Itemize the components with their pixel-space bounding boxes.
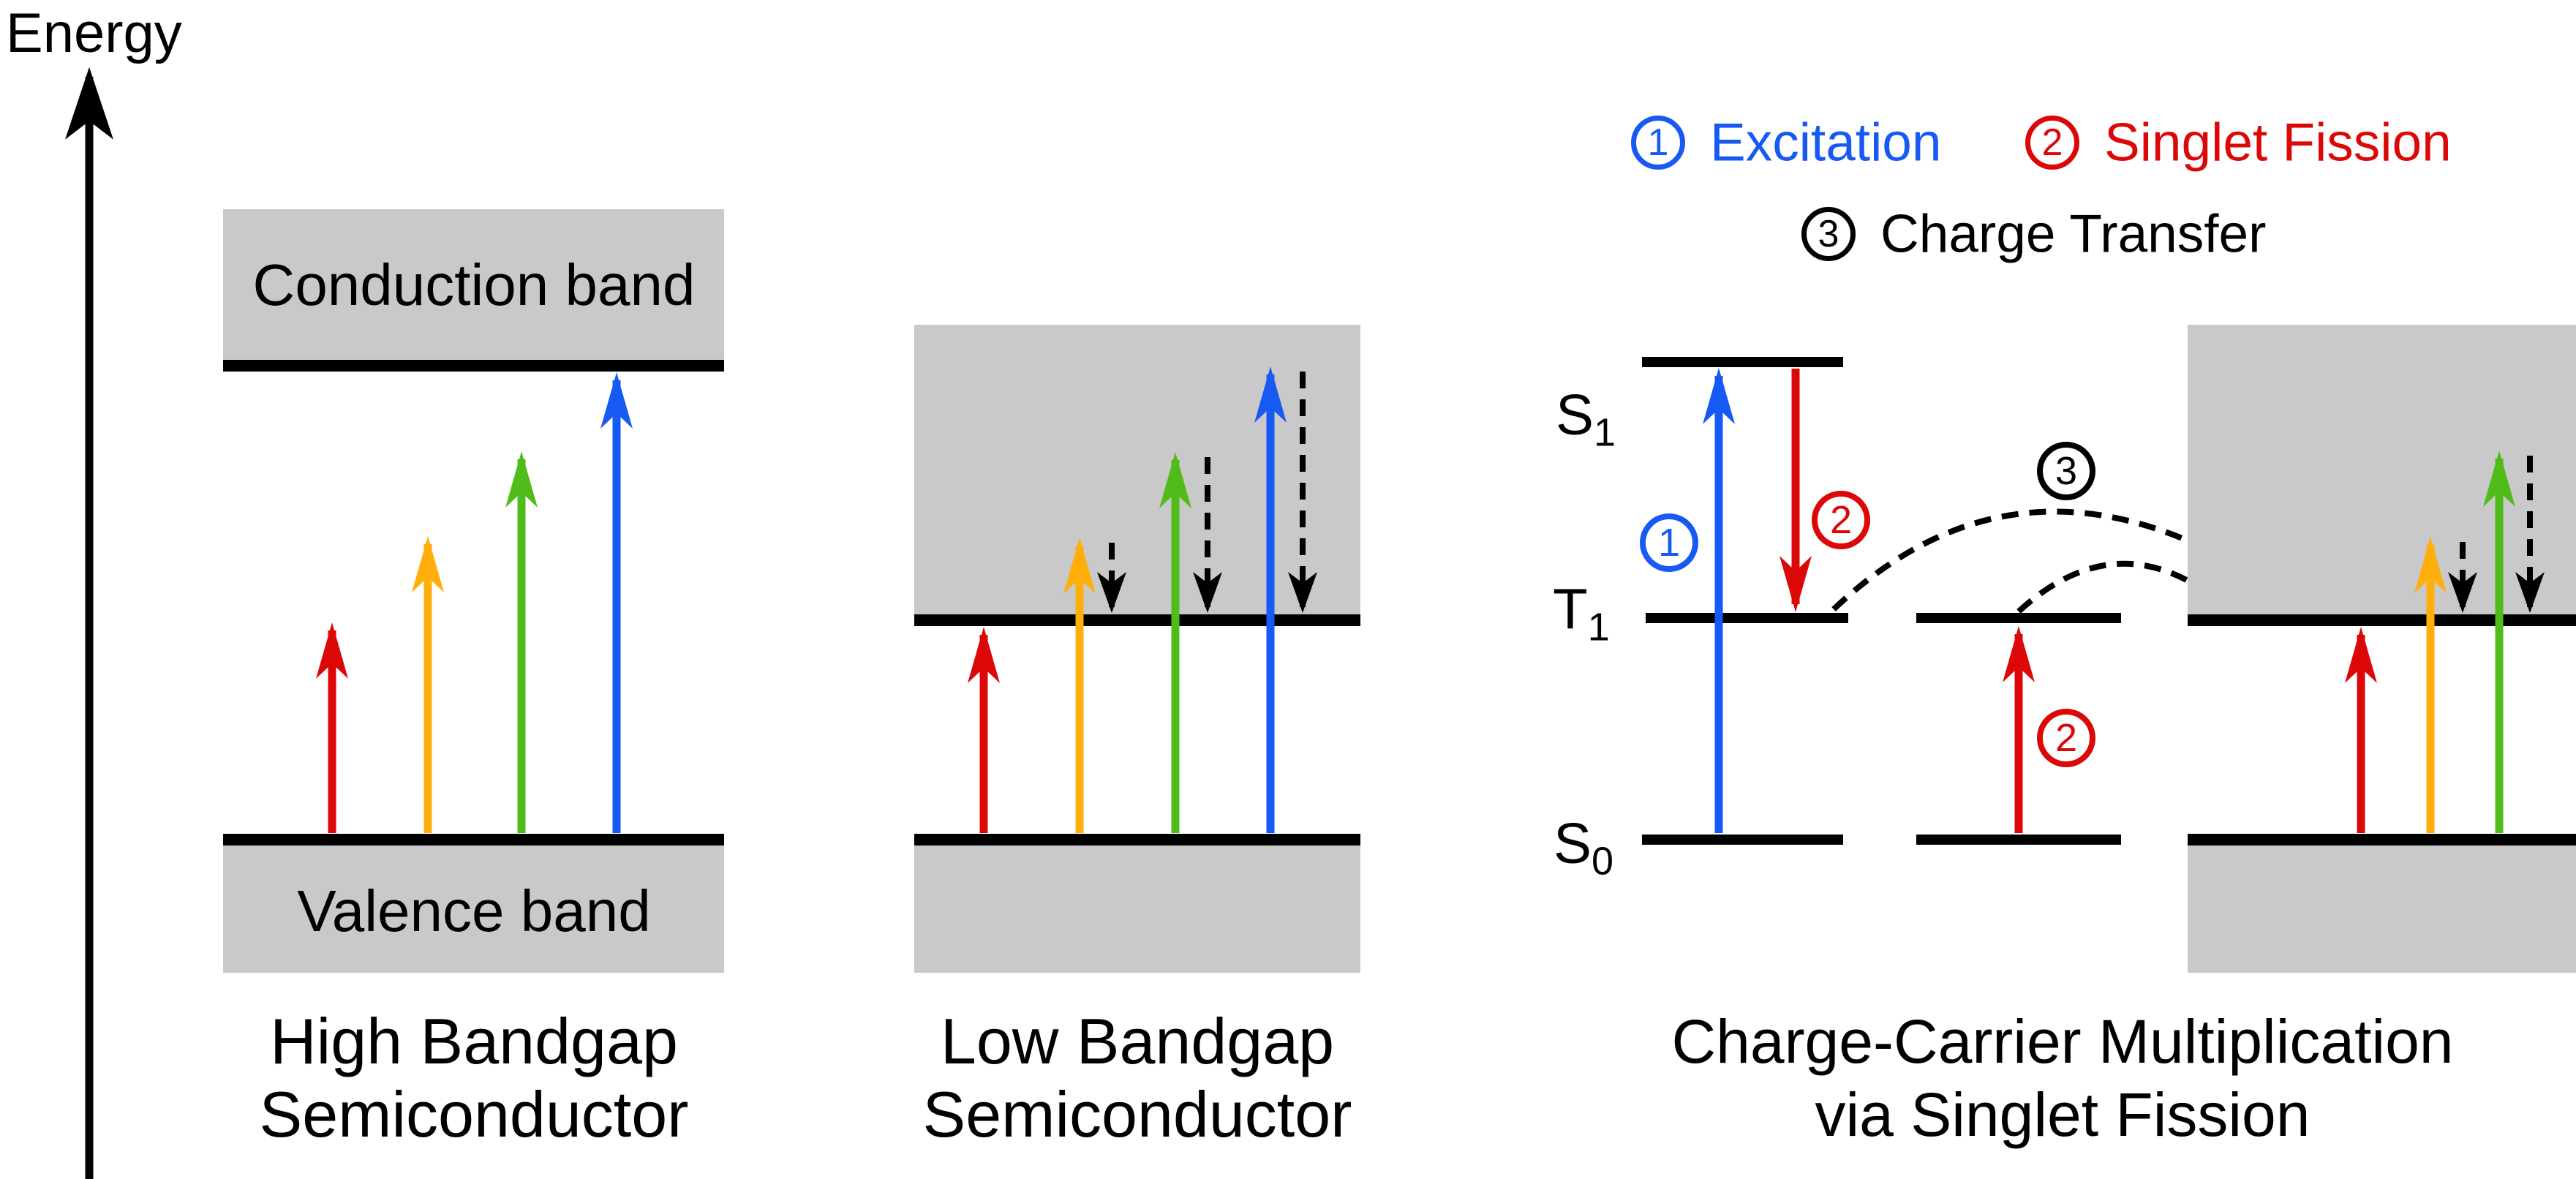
p1-valence-band-box <box>223 845 724 973</box>
step-marker-excitation: 1 <box>1657 521 1681 565</box>
p3-valence-band-box <box>2188 845 2576 973</box>
step-marker-fission-mid-icon: 2 <box>2037 709 2095 767</box>
p2-caption-line1: Low Bandgap <box>940 1005 1335 1077</box>
step-marker-fission-left: 2 <box>1829 498 1853 542</box>
s0-level-label: S0 <box>1553 810 1613 884</box>
energy-axis-label: Energy <box>6 2 182 64</box>
step-marker-fission-left-icon: 2 <box>1812 491 1870 549</box>
p3-caption-line2: via Singlet Fission <box>1815 1080 2311 1149</box>
p1-caption: High Bandgap Semiconductor <box>260 1005 689 1151</box>
p1-valence-band-label: Valence band <box>297 878 651 943</box>
p3-caption: Charge-Carrier Multiplication via Single… <box>1671 1005 2453 1151</box>
step-marker-excitation-icon: 1 <box>1640 513 1698 572</box>
s1-level-label: S1 <box>1556 382 1616 456</box>
legend-num-3: 3 <box>1818 213 1839 255</box>
p2-caption: Low Bandgap Semiconductor <box>923 1005 1352 1151</box>
p1-conduction-band-box <box>223 209 724 360</box>
legend-label-singlet-fission: Singlet Fission <box>2104 113 2452 173</box>
legend-circle-3-icon: 3 <box>1801 207 1856 261</box>
p3-caption-line1: Charge-Carrier Multiplication <box>1671 1007 2454 1076</box>
p1-conduction-band-label: Conduction band <box>252 252 696 317</box>
p2-valence-band-box <box>914 845 1360 973</box>
p1-caption-line1: High Bandgap <box>270 1005 678 1077</box>
legend-label-excitation: Excitation <box>1710 113 1942 173</box>
legend-circle-1-icon: 1 <box>1631 116 1685 170</box>
p2-conduction-band-box <box>914 325 1360 614</box>
p1-caption-line2: Semiconductor <box>259 1078 689 1150</box>
step-marker-transfer-icon: 3 <box>2037 442 2095 500</box>
s0-base: S <box>1553 810 1592 875</box>
step-marker-transfer: 3 <box>2055 449 2078 493</box>
legend-num-2: 2 <box>2041 121 2063 164</box>
t1-sub: 1 <box>1587 605 1610 649</box>
t1-base: T <box>1553 576 1588 641</box>
legend-label-charge-transfer: Charge Transfer <box>1880 204 2267 264</box>
t1-level-label: T1 <box>1553 576 1610 650</box>
step-marker-fission-mid: 2 <box>2055 716 2078 760</box>
p3-conduction-band-box <box>2188 325 2576 614</box>
s1-sub: 1 <box>1593 410 1616 455</box>
legend-circle-2-icon: 2 <box>2025 116 2079 170</box>
s0-sub: 0 <box>1591 839 1614 884</box>
p2-caption-line2: Semiconductor <box>922 1078 1352 1150</box>
s1-base: S <box>1555 382 1594 447</box>
legend-num-1: 1 <box>1647 121 1669 164</box>
